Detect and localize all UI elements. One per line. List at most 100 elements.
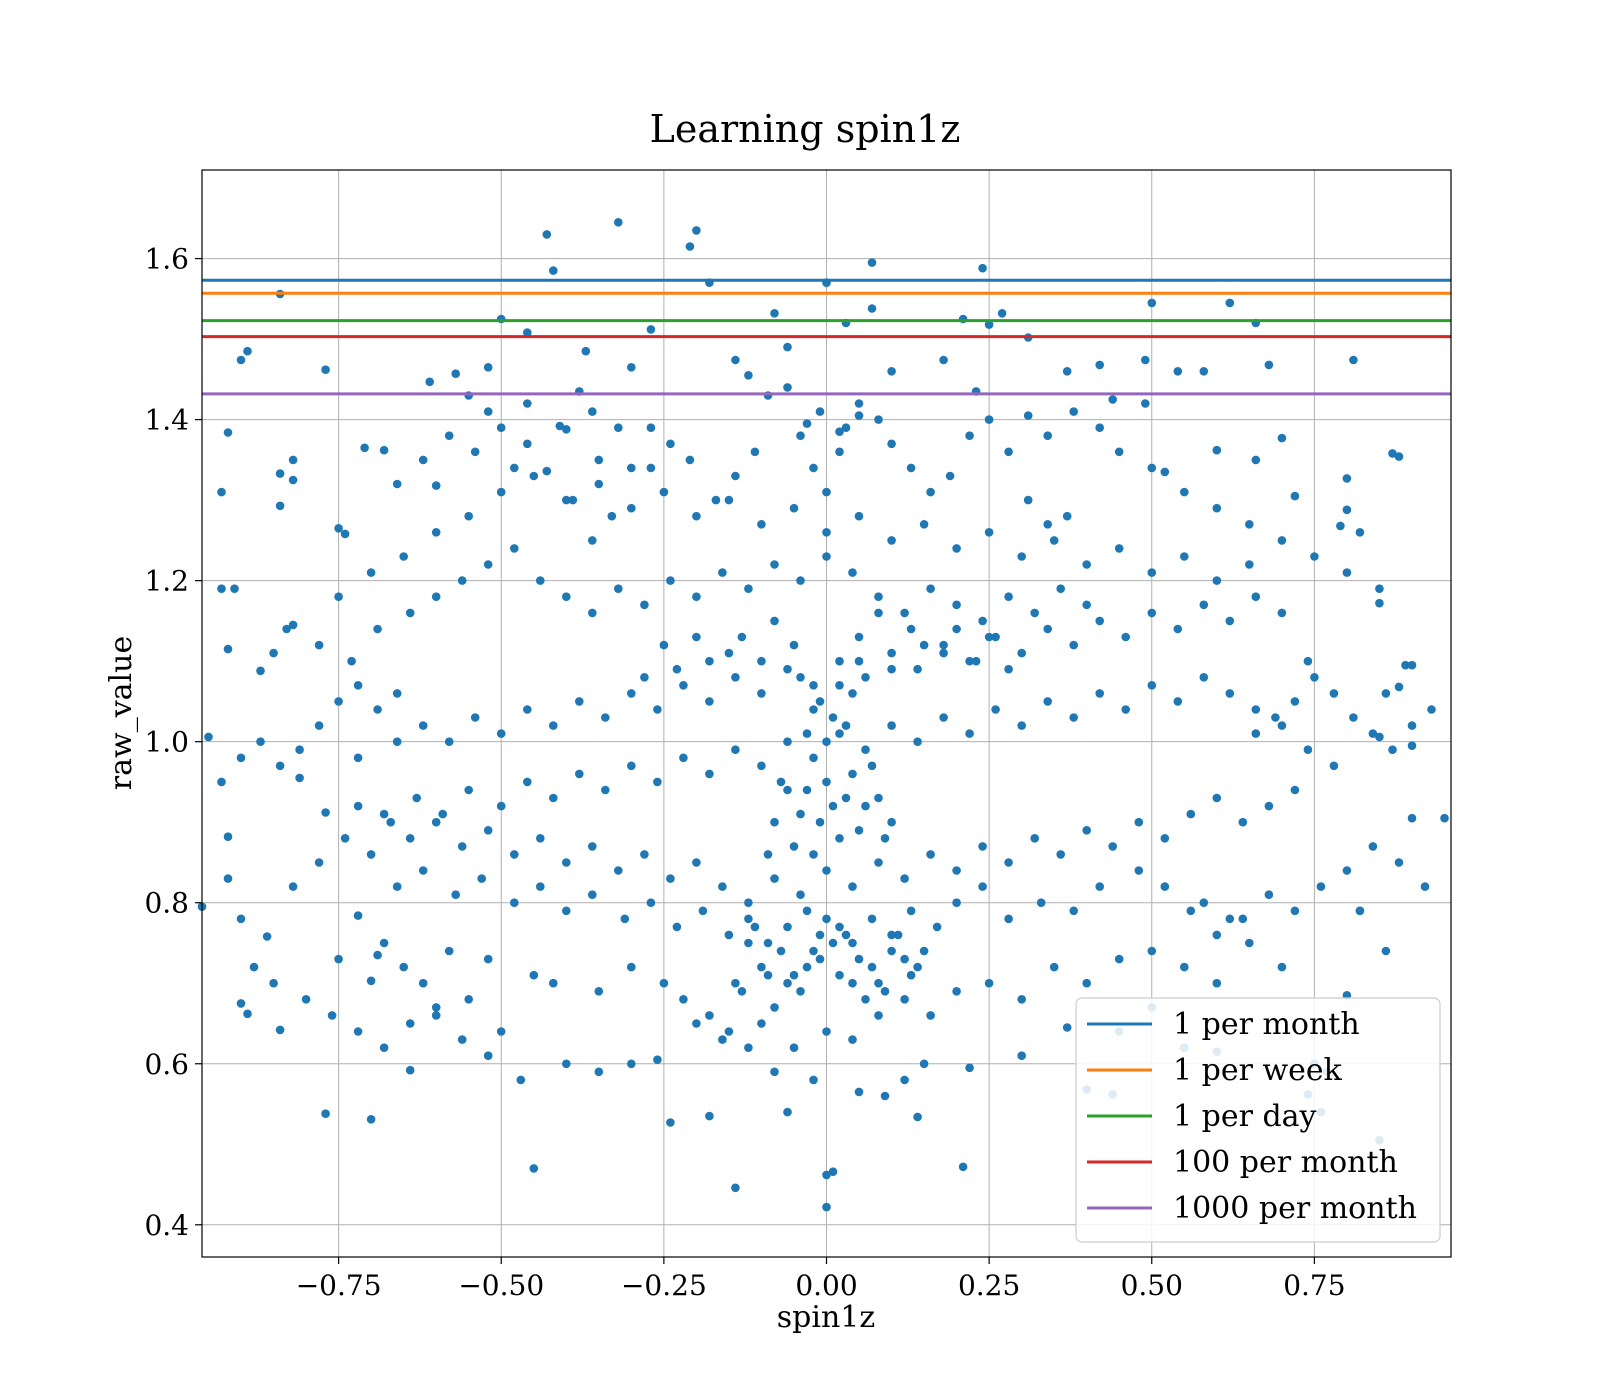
data-point [815,930,825,940]
data-point [353,681,363,690]
data-point [1212,576,1222,585]
data-point [854,954,864,964]
data-point [360,443,369,453]
data-point [347,656,356,666]
data-point [867,914,877,924]
data-point [666,874,675,883]
data-point [763,938,773,948]
data-point [867,258,877,267]
data-point [945,471,955,481]
data-point [405,1065,415,1075]
data-point [776,946,786,956]
data-point [1056,850,1065,859]
data-point [236,999,246,1008]
data-point [223,644,233,654]
data-point [431,817,441,827]
data-point [1186,906,1196,916]
data-point [646,423,656,433]
data-point [1212,793,1222,803]
data-point [614,218,623,227]
data-point [1004,664,1013,674]
legend-item: 1 per week [1087,1053,1343,1088]
data-point [1290,697,1300,706]
y-tick-label: 1.4 [144,404,189,437]
data-point [1381,689,1391,698]
data-point [1017,995,1026,1004]
data-point [783,383,792,392]
data-point [939,355,948,365]
data-point [405,608,415,618]
data-point [1004,592,1013,601]
data-point [939,640,948,650]
data-point [802,962,812,972]
data-point [1394,682,1404,692]
data-point [978,882,987,891]
data-point [1199,367,1209,376]
data-point [1036,898,1046,907]
data-point [822,1202,831,1212]
data-point [952,866,961,875]
data-point [496,423,506,433]
data-point [770,1003,779,1012]
data-point [809,681,818,690]
data-point [1180,487,1189,497]
data-point [1004,914,1013,924]
data-point [340,834,350,843]
data-point [1310,673,1319,682]
threshold-lines [202,278,1451,396]
data-point [1407,741,1417,750]
data-point [230,584,239,593]
data-point [913,962,922,972]
data-point [646,325,656,334]
data-point [1147,298,1157,308]
data-point [900,608,909,618]
x-axis-label: spin1z [777,1300,875,1335]
data-point [1134,817,1144,827]
data-point [880,1091,890,1101]
data-point [861,801,870,811]
data-point [1056,584,1065,593]
data-point [848,769,857,779]
data-point [783,978,792,988]
data-point [236,355,246,365]
data-point [822,866,831,875]
data-point [822,528,831,537]
data-point [1407,721,1417,730]
data-point [366,976,376,986]
data-point [418,455,428,465]
data-point [861,745,870,754]
data-point [1082,600,1091,610]
data-point [815,817,825,827]
data-point [744,898,753,907]
data-point [594,1067,604,1077]
data-point [692,511,701,521]
data-point [386,817,396,827]
data-point [926,487,935,497]
data-point [562,906,571,916]
y-tick-label: 0.4 [144,1209,189,1242]
data-point [1180,552,1189,561]
data-point [510,463,519,473]
data-point [789,842,799,851]
data-point [1062,511,1072,521]
data-point [1290,906,1300,916]
data-point [1290,785,1300,795]
data-point [783,342,792,352]
data-point [828,713,838,722]
data-point [1108,395,1117,404]
data-point [1277,962,1287,972]
data-point [1095,689,1104,698]
data-point [523,328,532,337]
data-point [464,785,474,795]
y-axis-ticks: 0.4 0.6 0.8 1.0 1.2 1.4 1.6 [144,243,202,1242]
data-point [444,431,454,441]
x-tick-label: 0.75 [1283,1269,1345,1302]
data-point [984,528,994,537]
data-point [757,689,766,698]
data-point [483,407,493,416]
data-point [802,419,812,428]
data-point [321,808,330,817]
data-point [913,1112,922,1122]
data-point [789,640,799,650]
data-point [965,729,974,738]
